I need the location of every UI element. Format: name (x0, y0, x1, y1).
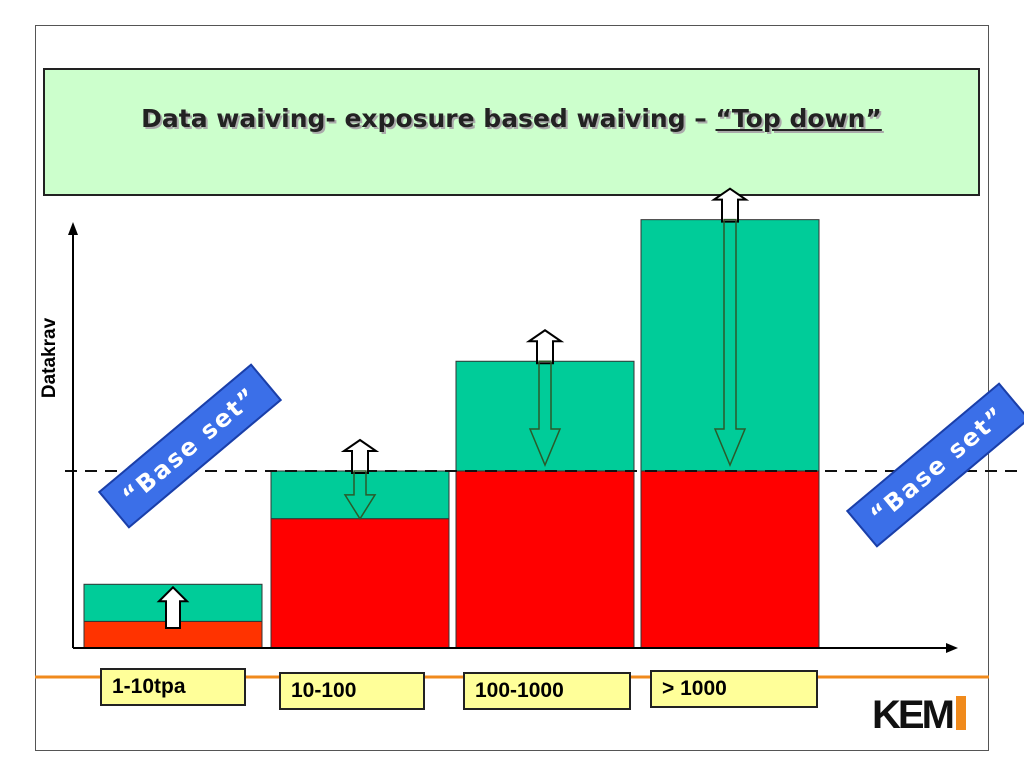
arrows-layer (156, 187, 750, 629)
y-axis-label: Datakrav (39, 317, 60, 399)
y-axis-arrowhead (68, 222, 78, 235)
x-axis-arrowhead (946, 643, 958, 653)
bars-layer (83, 219, 820, 649)
logo-text: KEM (872, 693, 955, 737)
bar-2-extra-requirements (270, 470, 450, 520)
bar-3-extra-requirements (455, 360, 635, 472)
band-label-100-1000: 100-1000 (463, 672, 631, 710)
band-label-1-10tpa: 1-10tpa (100, 668, 246, 706)
slide-title: Data waiving- exposure based waiving – “… (45, 104, 978, 133)
bar-4-up-arrow (710, 187, 750, 223)
bar-2-base-requirements (270, 518, 450, 649)
kemi-logo: KEM (872, 693, 966, 737)
bar-4-extra-requirements (640, 219, 820, 472)
title-main: Data waiving- exposure based waiving – (141, 104, 716, 133)
bar-1-up-arrow (156, 585, 190, 629)
bar-4-down-arrow (713, 218, 747, 467)
bar-2-up-arrow (340, 438, 380, 474)
bar-3-up-arrow (525, 329, 565, 365)
slide-frame (35, 25, 989, 751)
band-label-10-100: 10-100 (279, 672, 425, 710)
band-label-over-1000: > 1000 (650, 670, 818, 708)
logo-accent-bar (955, 696, 966, 730)
bar-3-down-arrow (528, 360, 562, 467)
title-emphasis: “Top down” (715, 104, 882, 133)
bar-4-base-requirements (640, 470, 820, 649)
title-box: Data waiving- exposure based waiving – “… (43, 68, 980, 196)
bar-2-down-arrow (343, 470, 377, 521)
bar-3-base-requirements (455, 470, 635, 649)
